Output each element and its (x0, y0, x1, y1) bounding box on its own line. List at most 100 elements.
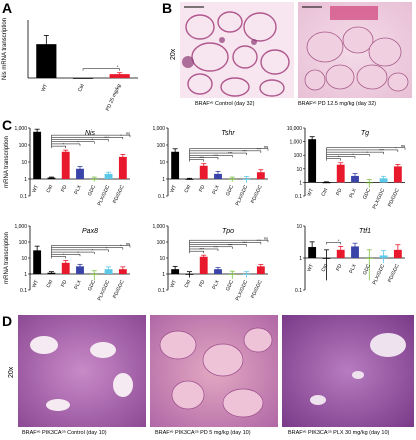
y-tick-label: 10 (21, 160, 27, 166)
significance-bracket (51, 251, 95, 255)
significance-bracket (51, 247, 124, 250)
x-tick-label: GDC (225, 184, 235, 197)
x-tick-label: PD/GDC (387, 187, 401, 208)
significance-bracket (51, 143, 81, 146)
significance-bracket (189, 152, 247, 156)
panel-letter-a: A (2, 0, 13, 16)
x-tick-label: PLX (348, 263, 358, 275)
histology-image-d-plx (282, 315, 414, 427)
y-tick-label: 1 (299, 256, 302, 262)
y-tick-label: 1 (162, 272, 165, 278)
x-tick-label: Ctrl (77, 83, 86, 93)
bar-pdgdc (118, 156, 127, 179)
caption-d-pd: BRAFᵛᵉ PIK3CAᶜᵃ PD 5 mg/kg (day 10) (155, 430, 251, 436)
significance-label: ns (264, 236, 268, 241)
x-tick-label: PD/GDC (112, 184, 126, 205)
significance-bracket (189, 157, 219, 160)
significance-bracket (51, 139, 109, 142)
bar-pd (61, 151, 70, 179)
y-tick-label: 100 (19, 143, 28, 149)
magnification-label-d: 20x (8, 366, 15, 378)
x-tick-label: Ctrl (184, 279, 193, 289)
panel-letter-d: D (2, 313, 13, 329)
significance-bracket (189, 154, 233, 158)
y-tick-label: 0.1 (158, 194, 165, 200)
significance-bracket (51, 145, 66, 149)
x-tick-label: PLX/GDC (372, 263, 387, 286)
significance-bracket (189, 250, 204, 254)
x-tick-label: PLX/GDC (97, 184, 112, 207)
significance-bracket (51, 245, 131, 248)
y-tick-label: 10 (296, 167, 302, 173)
bar-ctrl (47, 177, 56, 179)
significance-bracket (51, 256, 66, 259)
significance-bracket (326, 158, 341, 161)
y-tick-label: 1,000 (152, 224, 165, 230)
significance-label: * (117, 64, 119, 69)
histology-d (18, 315, 414, 427)
y-tick-label: 1 (162, 177, 165, 183)
y-tick-label: 0.1 (20, 194, 27, 200)
chart-tshr: 0.1 1 10 100 1,000 WT Ctrl PD PLX GDC PLX/GDC PD/GD… (152, 126, 269, 207)
y-tick-label: 1 (24, 272, 27, 278)
y-tick-label: 10 (159, 256, 165, 262)
bar-pd25mgkg (109, 74, 130, 78)
x-tick-label: WT (169, 279, 178, 289)
bar-pd (199, 256, 208, 274)
caption-d-plx: BRAFᵛᵉ PIK3CAᶜᵃ PLX 30 mg/kg (day 10) (288, 430, 390, 436)
y-tick-label: 10 (296, 224, 302, 230)
x-tick-label: PLX (73, 184, 83, 196)
bar-pdgdc (393, 166, 402, 183)
significance-bracket (326, 149, 399, 152)
chart-nis: 0.1 1 10 100 1,000 WT Ctrl PD PLX GDC PLX/GDC PD/GD… (4, 126, 131, 207)
y-tick-label: 10,000 (287, 126, 303, 132)
bar-plx (76, 266, 84, 274)
y-tick-label: 0.1 (295, 194, 302, 200)
y-tick-label: 1 (24, 177, 27, 183)
x-tick-label: GDC (87, 279, 97, 292)
y-axis-label: mRNA transcription (4, 136, 10, 188)
x-tick-label: WT (40, 83, 49, 93)
x-tick-label: GDC (87, 184, 97, 197)
x-tick-label: GDC (362, 187, 372, 200)
significance-label: ns (126, 241, 130, 246)
bar-plx (76, 168, 84, 179)
caption-b-control: BRAFᵛᵉ Control (day 32) (195, 101, 255, 107)
y-tick-label: 100 (157, 143, 166, 149)
y-tick-label: 1,000 (14, 224, 27, 230)
significance-bracket (51, 137, 124, 140)
chart-ttf1: 0.1 1 10 WT Ctrl PD PLX GDC PLX/GDC PD/GDC Ttf1 * (295, 224, 405, 294)
significance-bracket (326, 242, 341, 245)
x-tick-label: WT (169, 184, 178, 194)
significance-bracket (189, 159, 204, 162)
chart-title: Tpo (222, 228, 234, 235)
chart-title: Tshr (221, 130, 235, 137)
significance-bracket (189, 248, 219, 251)
x-tick-label: PLX (211, 184, 221, 196)
significance-bracket (189, 246, 233, 249)
x-tick-label: GDC (362, 263, 372, 276)
significance-bracket (326, 156, 356, 159)
y-tick-label: 0.1 (20, 288, 27, 294)
y-tick-label: 0.1 (295, 288, 302, 294)
bar-wt (308, 139, 317, 183)
panel-letter-c: C (2, 117, 13, 133)
x-tick-label: PLX/GDC (235, 279, 250, 302)
bar-plxgdc (104, 173, 113, 179)
x-tick-label: WT (306, 263, 315, 273)
x-tick-label: PLX (211, 279, 221, 291)
bar-plx (214, 269, 222, 274)
x-tick-label: PD/GDC (250, 279, 264, 300)
x-tick-label: PLX (348, 187, 358, 199)
x-tick-label: WT (31, 184, 40, 194)
y-tick-label: 1,000 (14, 126, 27, 132)
x-tick-label: WT (31, 279, 40, 289)
x-tick-label: WT (306, 188, 315, 198)
bar-wt (33, 131, 42, 179)
significance-label: * (338, 238, 340, 243)
x-tick-label: PLX/GDC (97, 279, 112, 302)
chart-tpo: 0.1 1 10 100 1,000 WT Ctrl PD PLX GDC PLX/GDC PD/GD… (152, 224, 269, 302)
x-tick-label: PD (198, 279, 207, 288)
bar-pdgdc (256, 266, 265, 274)
x-tick-label: Ctrl (46, 184, 55, 194)
